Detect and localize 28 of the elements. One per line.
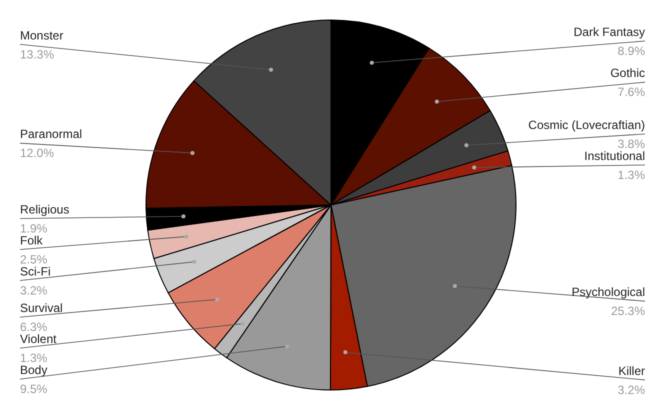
data-label: 7.6% (618, 85, 646, 100)
slice-label: Violent (20, 332, 58, 346)
data-label: 6.3% (20, 320, 48, 334)
slice-label: Folk (20, 234, 44, 248)
data-label: 25.3% (610, 304, 646, 318)
data-label: 2.5% (20, 252, 48, 266)
slice-label: Religious (20, 202, 70, 216)
data-label: 3.8% (618, 137, 646, 152)
data-label: 12.0% (20, 146, 54, 160)
data-label: 9.5% (20, 382, 48, 396)
slice-label: Sci-Fi (20, 264, 51, 278)
slice-label: Killer (618, 364, 646, 378)
data-label: 1.3% (618, 168, 646, 182)
slice-label: Paranormal (20, 127, 82, 142)
data-label: 3.2% (618, 382, 646, 397)
slice-label: Cosmic (Lovecraftian) (528, 118, 645, 132)
slice-label: Dark Fantasy (574, 25, 645, 39)
slice-label: Survival (20, 301, 63, 316)
data-label: 1.3% (20, 351, 48, 366)
data-label: 13.3% (20, 47, 54, 62)
data-label: 8.9% (618, 44, 646, 58)
slice-label: Psychological (572, 285, 645, 300)
slice-label: Gothic (610, 66, 645, 80)
slice-label: Body (20, 363, 48, 378)
slice-label: Institutional (584, 149, 645, 164)
data-label: 1.9% (20, 222, 48, 236)
slice-label: Monster (20, 28, 64, 42)
data-label: 3.2% (20, 284, 48, 298)
